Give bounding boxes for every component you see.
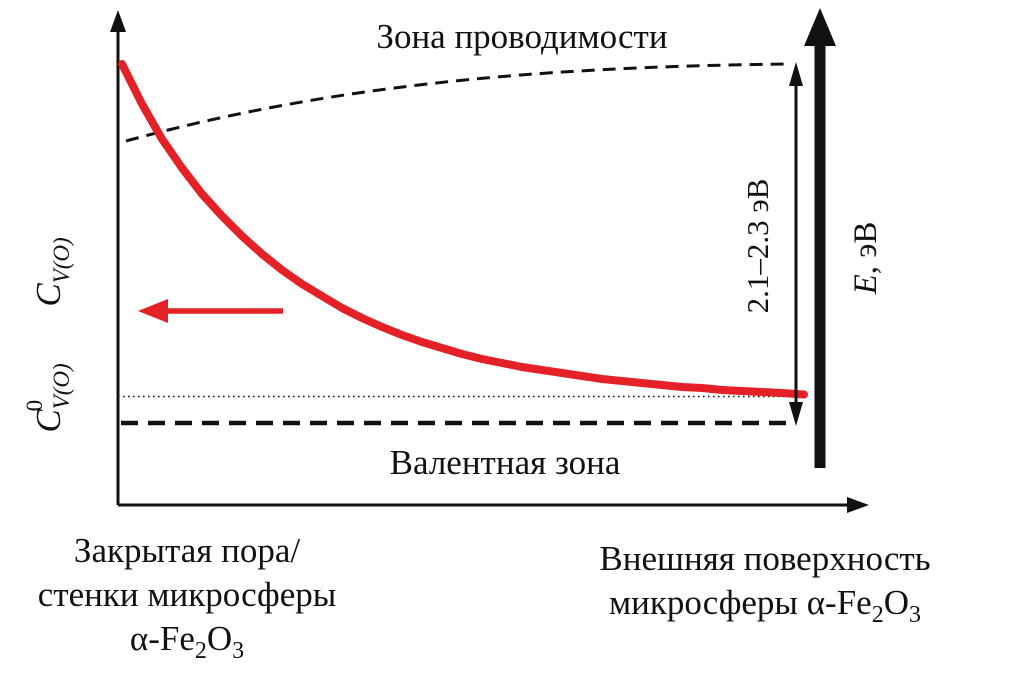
formula-text: O <box>207 619 232 658</box>
formula-subscript: 3 <box>909 602 921 628</box>
energy-axis-label: E, эВ <box>848 222 884 296</box>
energy-axis-arrowhead-icon <box>804 8 836 46</box>
x-axis-left-label: Закрытая пора/ стенки микросферы α-Fe2O3 <box>38 531 337 664</box>
diffusion-arrowhead-icon <box>138 299 168 323</box>
concentration-symbol: C <box>29 283 68 307</box>
conduction-band-label: Зона проводимости <box>376 17 667 56</box>
x-left-line1: Закрытая пора/ <box>74 531 300 570</box>
formula-text: O <box>884 583 909 622</box>
conduction-band-curve <box>125 62 790 143</box>
initial-concentration-symbol: C <box>29 409 68 433</box>
x-left-formula: α-Fe2O3 <box>130 619 244 664</box>
initial-concentration-superscript: 0 <box>22 400 47 412</box>
formula-subscript: 3 <box>232 638 244 664</box>
formula-subscript: 2 <box>195 638 207 664</box>
x-axis <box>118 497 869 513</box>
x-axis-arrowhead-icon <box>847 497 869 513</box>
diffusion-arrow-icon <box>138 299 283 323</box>
formula-text: микросферы α-Fe <box>609 583 872 622</box>
band-gap-arrow-bottom-head-icon <box>789 402 803 426</box>
band-gap-arrow-icon <box>789 62 803 426</box>
formula-text: α-Fe <box>130 619 195 658</box>
x-left-line2: стенки микросферы <box>38 575 337 614</box>
energy-axis-arrow-icon <box>804 8 836 468</box>
energy-unit: , эВ <box>848 222 884 275</box>
initial-concentration-label: CV(O)0 <box>22 363 74 432</box>
x-right-formula: микросферы α-Fe2O3 <box>609 583 921 628</box>
x-right-line1: Внешняя поверхность <box>599 539 930 578</box>
y-axis-arrowhead-icon <box>110 10 126 32</box>
initial-concentration-subscript: V(O) <box>49 363 74 409</box>
valence-band-label: Валентная зона <box>390 443 621 482</box>
y-axis <box>110 10 126 505</box>
formula-subscript: 2 <box>872 602 884 628</box>
band-gap-label: 2.1–2.3 эВ <box>740 179 775 314</box>
energy-symbol: E <box>848 274 884 295</box>
x-axis-right-label: Внешняя поверхность микросферы α-Fe2O3 <box>599 539 930 628</box>
concentration-label: CV(O) <box>29 237 74 306</box>
concentration-subscript: V(O) <box>49 237 74 283</box>
vacancy-concentration-curve <box>118 60 808 399</box>
band-gap-arrow-top-head-icon <box>789 62 803 86</box>
